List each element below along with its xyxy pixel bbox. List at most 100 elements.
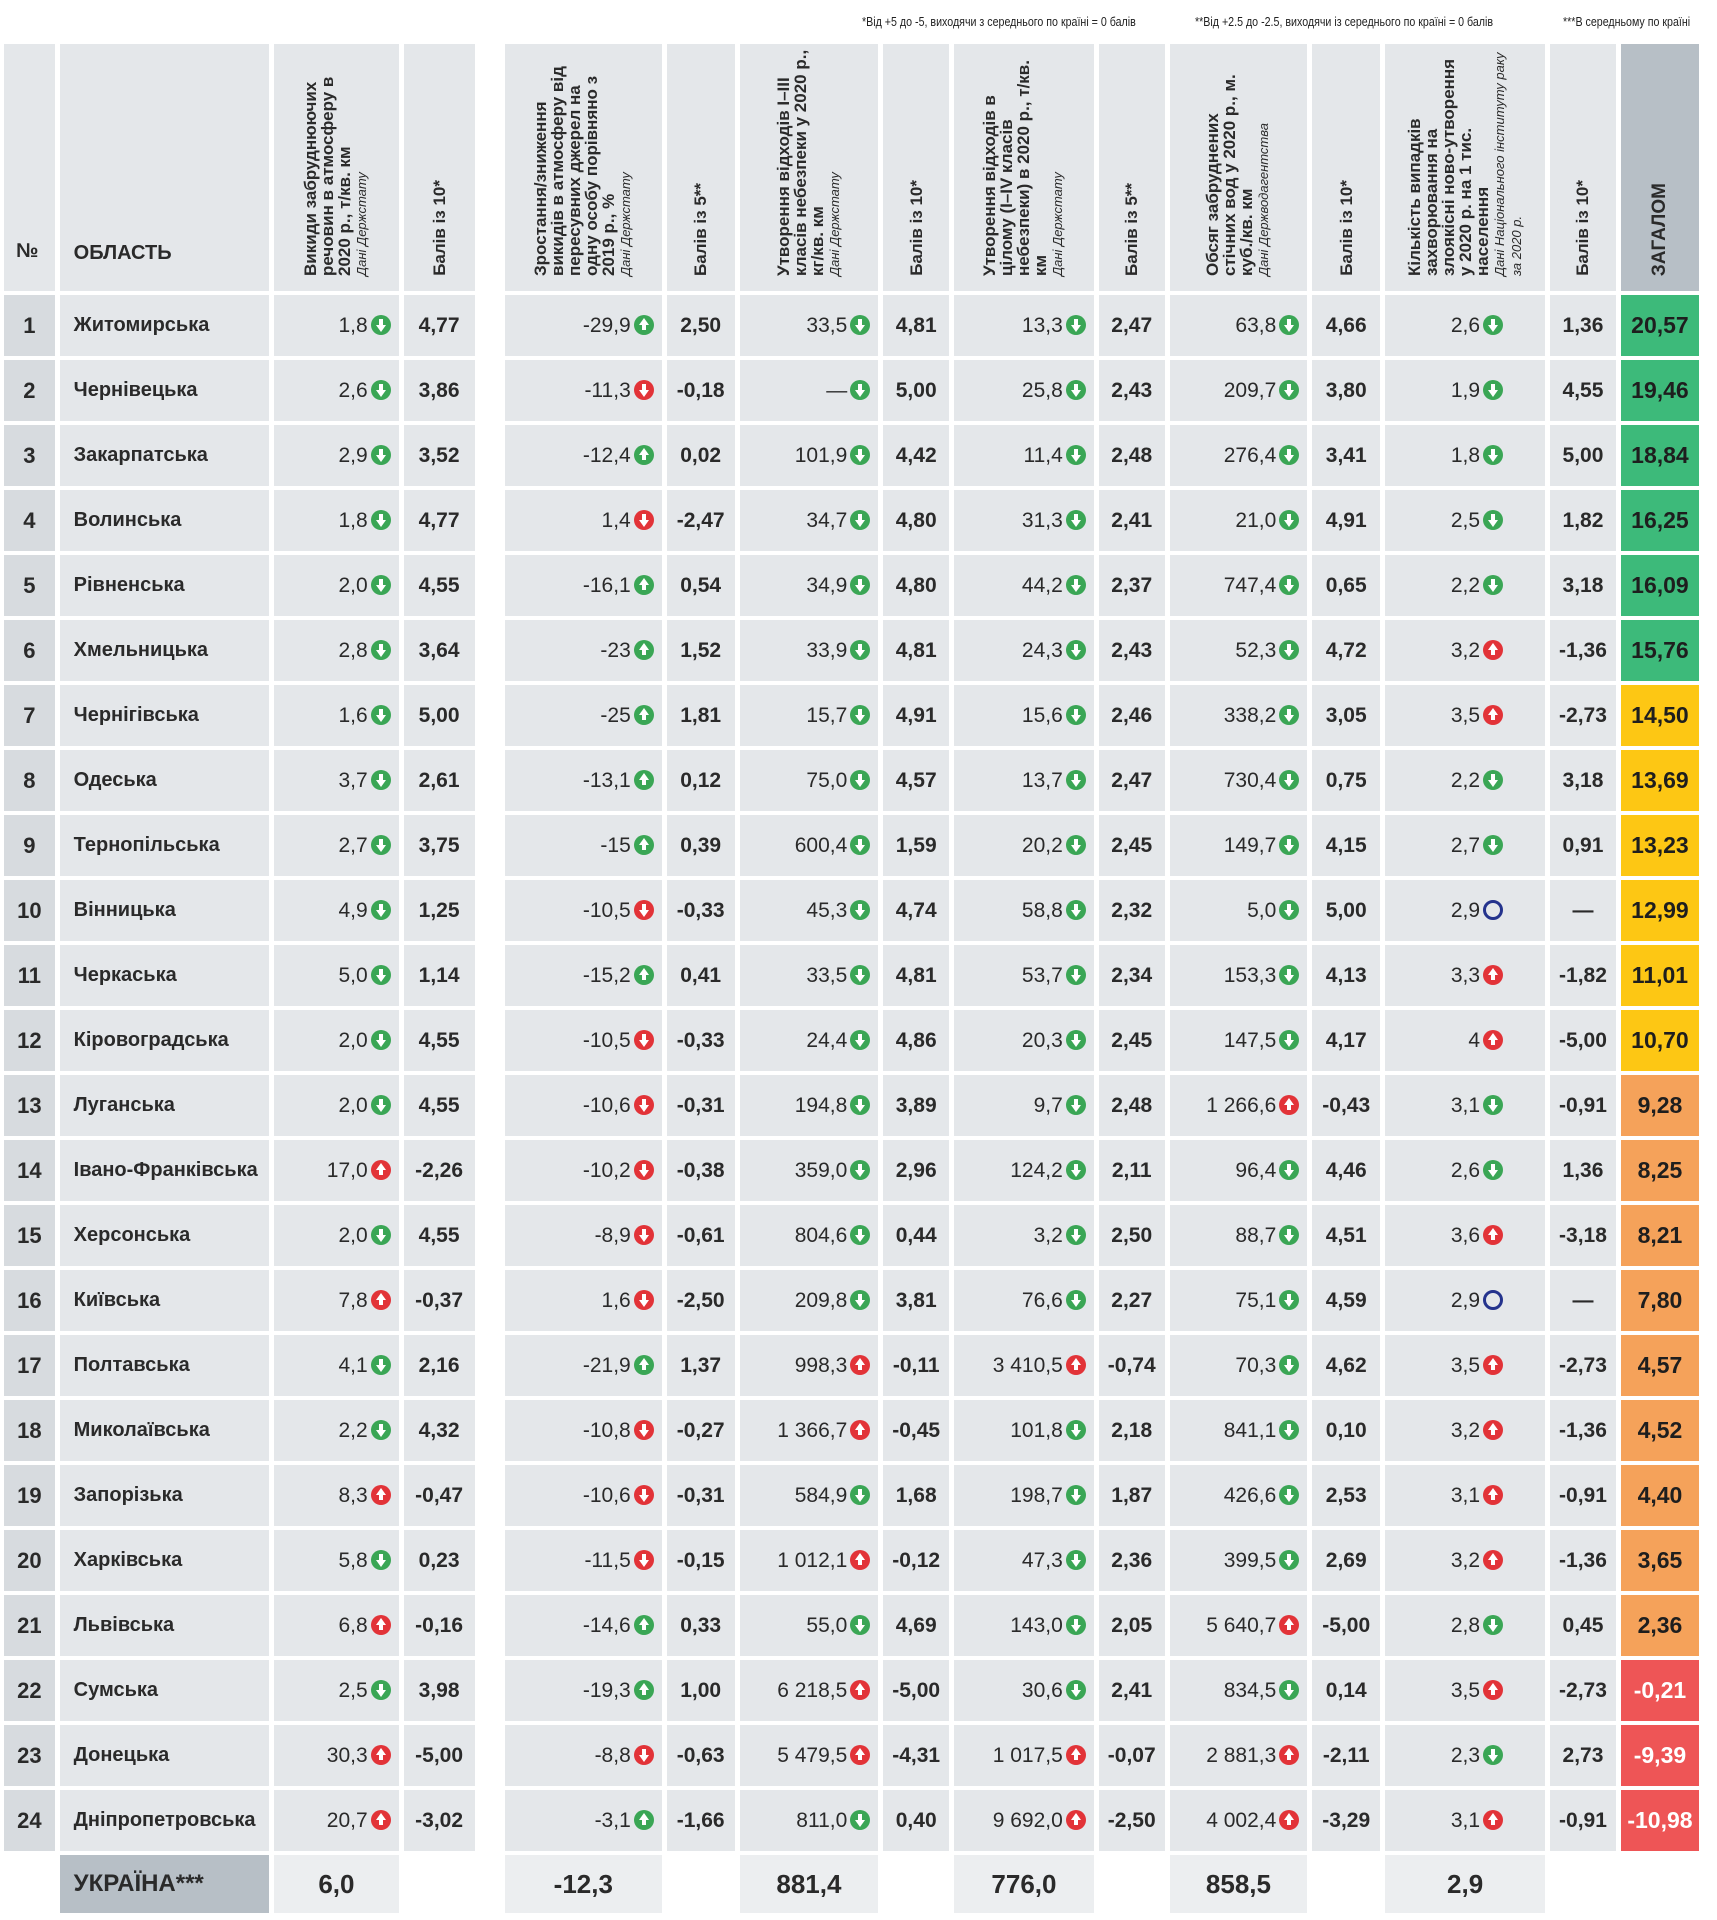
mobile-emissions-cell: -3,1	[504, 1790, 667, 1855]
green-down-arrow-icon	[1279, 639, 1300, 660]
waste-1-3-score: 4,57	[883, 750, 955, 815]
cancer-cell: 2,2	[1385, 750, 1551, 815]
cancer-cell: 3,2	[1385, 1530, 1551, 1595]
table-row: 20 Харківська 5,8 0,23 -11,5 -0,15 1 012,1 -0,1…	[4, 1530, 1704, 1595]
emissions-value: 2,8	[338, 638, 368, 662]
red-up-arrow-icon	[370, 1159, 391, 1180]
waste-1-3-value: 6 218,5	[777, 1678, 848, 1702]
cancer-score: -2,73	[1550, 685, 1621, 750]
waste-1-3-cell: 811,0	[739, 1790, 884, 1855]
cancer-cell: 3,1	[1385, 1465, 1551, 1530]
column-gap	[479, 425, 505, 490]
total-score: 20,57	[1620, 295, 1704, 360]
wastewater-score: 0,14	[1312, 1660, 1386, 1725]
waste-total-cell: 25,8	[954, 360, 1099, 425]
green-up-arrow-icon	[633, 1354, 654, 1375]
column-gap	[479, 1530, 505, 1595]
wastewater-cell: 88,7	[1169, 1205, 1313, 1270]
cancer-score: 3,18	[1550, 555, 1621, 620]
waste-total-score: -0,74	[1098, 1335, 1170, 1400]
wastewater-score: 4,46	[1312, 1140, 1386, 1205]
green-up-arrow-icon	[633, 1679, 654, 1700]
green-up-arrow-icon	[633, 444, 654, 465]
cancer-value: 2,7	[1450, 833, 1481, 857]
waste-1-3-score: 4,81	[883, 945, 955, 1010]
emissions-cell: 30,3	[274, 1725, 404, 1790]
column-gap	[479, 880, 505, 945]
waste-1-3-value: 1 012,1	[777, 1548, 848, 1572]
waste-1-3-value: 34,7	[806, 508, 848, 532]
green-down-arrow-icon	[1483, 769, 1504, 790]
waste-1-3-value: 33,5	[806, 313, 848, 337]
red-up-arrow-icon	[370, 1484, 391, 1505]
green-down-arrow-icon	[850, 1484, 871, 1505]
table-row: 21 Львівська 6,8 -0,16 -14,6 0,33 55,0 4,69 143,…	[4, 1595, 1704, 1660]
green-up-arrow-icon	[633, 1809, 654, 1830]
rank-number: 18	[4, 1400, 60, 1465]
wastewater-value: 21,0	[1235, 508, 1277, 532]
cancer-cell: 2,9	[1385, 880, 1551, 945]
green-down-arrow-icon	[1279, 314, 1300, 335]
rank-number: 12	[4, 1010, 60, 1075]
wastewater-cell: 834,5	[1169, 1660, 1313, 1725]
mobile-emissions-cell: -8,9	[504, 1205, 667, 1270]
cancer-cell: 2,9	[1385, 1270, 1551, 1335]
column-gap	[479, 1270, 505, 1335]
cancer-score: 4,55	[1550, 360, 1621, 425]
cancer-score: 0,45	[1550, 1595, 1621, 1660]
total-score: 10,70	[1620, 1010, 1704, 1075]
emissions-value: 2,7	[338, 833, 368, 857]
total-score: 9,28	[1620, 1075, 1704, 1140]
mobile-emissions-score: -0,27	[666, 1400, 740, 1465]
waste-total-cell: 15,6	[954, 685, 1099, 750]
region-name: Хмельницька	[59, 620, 275, 685]
total-score: 15,76	[1620, 620, 1704, 685]
waste-1-3-score: 5,00	[883, 360, 955, 425]
cancer-cell: 2,2	[1385, 555, 1551, 620]
waste-total-value: 24,3	[1021, 638, 1063, 662]
wastewater-value: 747,4	[1223, 573, 1277, 597]
mobile-emissions-score: 2,50	[666, 295, 740, 360]
wastewater-cell: 747,4	[1169, 555, 1313, 620]
waste-total-value: 3 410,5	[992, 1353, 1063, 1377]
waste-total-score: 2,45	[1098, 1010, 1170, 1075]
red-up-arrow-icon	[1483, 1809, 1504, 1830]
cancer-value: 3,5	[1450, 703, 1481, 727]
table-row: 7 Чернігівська 1,6 5,00 -25 1,81 15,7 4,91 15,6 2…	[4, 685, 1704, 750]
table-row: 15 Херсонська 2,0 4,55 -8,9 -0,61 804,6 0,44 3,2…	[4, 1205, 1704, 1270]
col-header-cancer-source: Дані Національного інституту раку за 202…	[1491, 52, 1524, 276]
emissions-value: 2,0	[338, 1028, 368, 1052]
mobile-emissions-value: -11,5	[584, 1548, 631, 1572]
waste-total-cell: 44,2	[954, 555, 1099, 620]
green-down-arrow-icon	[370, 379, 391, 400]
green-down-arrow-icon	[1065, 769, 1086, 790]
table-row: 3 Закарпатська 2,9 3,52 -12,4 0,02 101,9 4,42 11…	[4, 425, 1704, 490]
green-down-arrow-icon	[370, 314, 391, 335]
red-up-arrow-icon	[370, 1809, 391, 1830]
region-name: Харківська	[59, 1530, 275, 1595]
red-down-arrow-icon	[633, 1094, 654, 1115]
region-name: Чернігівська	[59, 685, 275, 750]
red-up-arrow-icon	[370, 1289, 391, 1310]
rank-number: 19	[4, 1465, 60, 1530]
waste-total-cell: 198,7	[954, 1465, 1099, 1530]
col-header-waste-1-3: Утворення відходів I–III класів небезпек…	[739, 44, 884, 295]
mobile-emissions-score: -0,31	[666, 1465, 740, 1530]
wastewater-score: 4,13	[1312, 945, 1386, 1010]
mobile-emissions-value: -10,6	[582, 1483, 631, 1507]
waste-total-value: 1 017,5	[992, 1743, 1063, 1767]
col-header-mobile-emissions-source: Дані Держстату	[618, 172, 634, 276]
column-gap	[479, 685, 505, 750]
waste-1-3-value: —	[826, 378, 848, 402]
green-down-arrow-icon	[1279, 1354, 1300, 1375]
red-up-arrow-icon	[1279, 1809, 1300, 1830]
green-down-arrow-icon	[850, 574, 871, 595]
red-up-arrow-icon	[1483, 1354, 1504, 1375]
cancer-value: 2,6	[1450, 1158, 1481, 1182]
waste-1-3-value: 24,4	[806, 1028, 848, 1052]
green-down-arrow-icon	[1279, 509, 1300, 530]
emissions-value: 1,8	[338, 508, 368, 532]
table-row: 23 Донецька 30,3 -5,00 -8,8 -0,63 5 479,5 -4,31…	[4, 1725, 1704, 1790]
wastewater-value: 5 640,7	[1206, 1613, 1277, 1637]
table-row: 18 Миколаївська 2,2 4,32 -10,8 -0,27 1 366,7 -0…	[4, 1400, 1704, 1465]
